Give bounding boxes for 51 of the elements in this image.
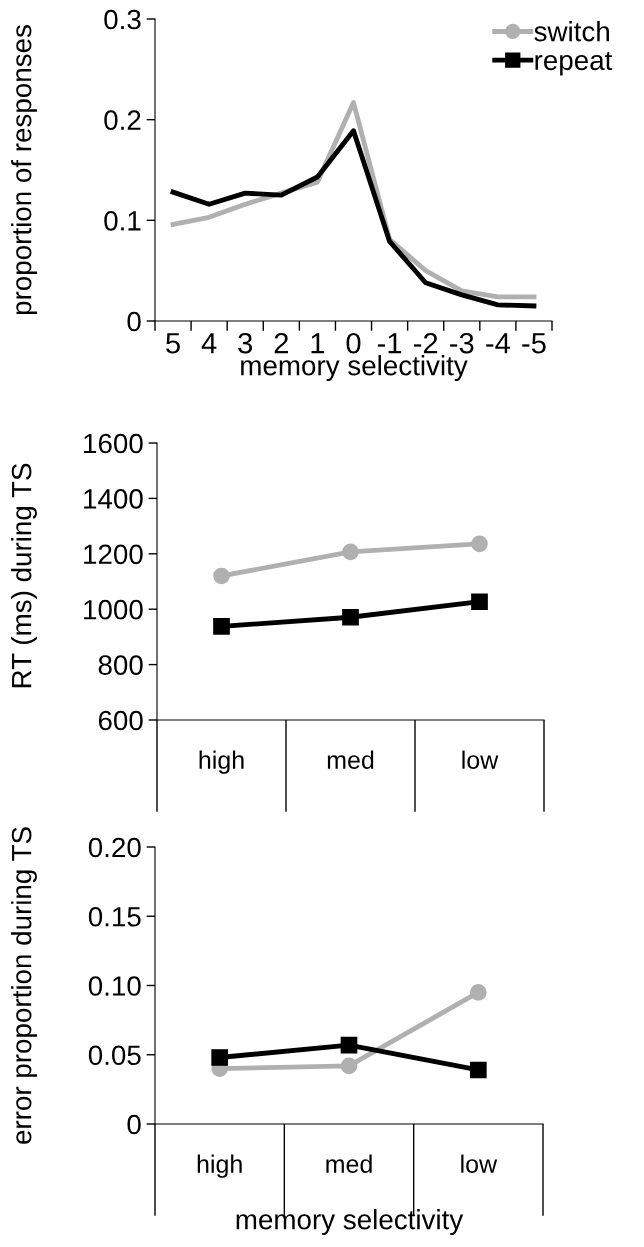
y-tick-label: 0 [127,1114,141,1135]
y-axis-title: error proportion during TS [11,827,37,1144]
x-tick-label: -5 [522,333,546,354]
y-axis-title: proportion of responses [11,25,37,315]
x-axis-title: memory selectivity [236,1209,464,1235]
x-tick-label: 0 [346,332,361,354]
x-tick-label: 1 [311,333,325,354]
point [213,618,230,635]
y-tick-label: 0.15 [88,906,141,927]
point [340,1036,358,1054]
line-series [170,128,537,309]
y-tick-label: 0.20 [88,837,141,858]
y-tick-label: 1000 [84,599,143,620]
y-tick-label: 0.10 [88,976,141,996]
x-tick-label: low [461,1154,498,1173]
y-tick-label: 800 [98,655,143,675]
point [471,593,488,611]
x-tick-label: -1 [377,333,402,354]
point [342,608,359,626]
x-tick-label: -2 [414,332,438,354]
x-tick-label: 4 [201,333,217,354]
y-tick-label: 0.2 [104,110,141,131]
y-tick-label: 1200 [84,544,143,565]
y-tick-label: 0 [127,311,141,332]
y-tick-label: 600 [98,710,143,731]
y-tick-label: 0.1 [104,211,141,231]
x-tick-label: low [462,750,499,769]
x-tick-label: 5 [166,333,180,354]
x-tick-label: -3 [450,332,474,354]
y-tick-label: 0.05 [88,1045,141,1066]
x-axis-title: memory selectivity [241,355,468,381]
y-axis-title: RT (ms) during TS [11,463,37,688]
y-tick-label: 0.3 [104,9,141,30]
y-tick-label: 1600 [84,433,143,454]
point [211,1049,229,1066]
point [340,1057,358,1075]
x-tick-label: 3 [238,332,253,354]
point [213,567,230,585]
y-tick-label: 1400 [84,489,143,509]
x-tick-label: 2 [274,332,288,354]
x-tick-label: high [199,750,244,774]
point [471,535,488,553]
x-tick-label: -4 [486,333,510,354]
legend-label: switch [534,21,609,42]
x-tick-label: med [326,1154,372,1173]
point [469,1061,487,1079]
legend-label: repeat [535,51,613,76]
point [342,543,359,561]
x-tick-label: high [197,1154,242,1178]
point [469,984,487,1001]
x-tick-label: med [327,750,374,769]
